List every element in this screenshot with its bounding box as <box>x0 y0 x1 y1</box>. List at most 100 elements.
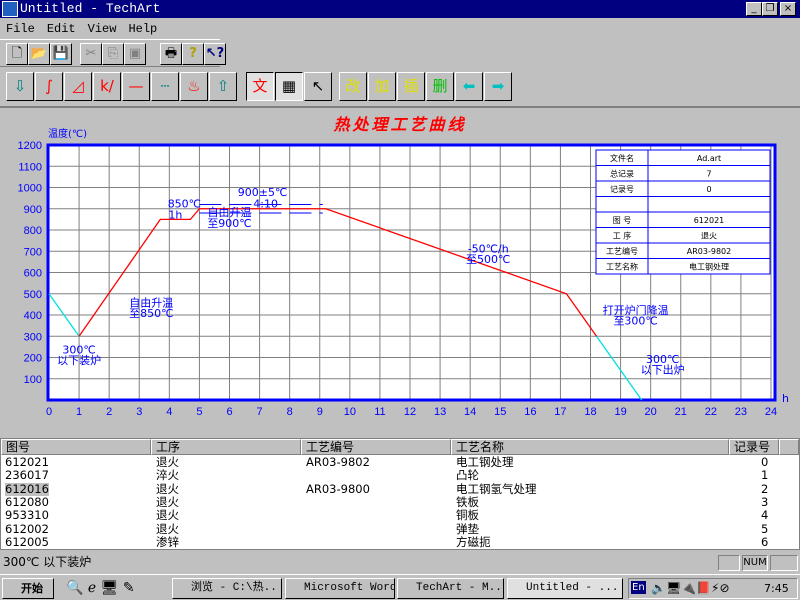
curve-annotation: 300℃ <box>646 353 679 366</box>
table-row[interactable]: 612080 退火 铁板 3 <box>1 495 781 509</box>
process-curve <box>595 335 643 401</box>
table-row[interactable]: 953310 退火 铜板 4 <box>1 509 781 522</box>
table-row[interactable]: 236017 淬火 凸轮 1 <box>1 469 781 482</box>
col-header-process-no[interactable]: 工艺编号 <box>301 439 451 455</box>
process-curve <box>48 293 80 337</box>
add-button[interactable]: 加 <box>368 72 396 101</box>
y-tick-label: 200 <box>24 353 42 365</box>
paste-icon[interactable]: ▣ <box>124 43 146 65</box>
x-tick-label: 9 <box>317 406 323 418</box>
x-tick-label: 22 <box>705 406 717 418</box>
x-tick-label: 19 <box>614 406 626 418</box>
x-axis-label: h <box>782 392 789 405</box>
curve-annotation: 至500℃ <box>466 253 510 266</box>
tray-icons[interactable]: 🔈🖥🔌📕⚡⊘ <box>651 581 730 595</box>
table-cell: AR03-9802 <box>306 455 370 469</box>
table-cell: 0 <box>761 455 769 469</box>
context-help-icon[interactable]: ↖? <box>204 43 226 65</box>
plot-frame <box>46 143 777 402</box>
dashed-line-icon[interactable]: ┄ <box>151 72 179 101</box>
status-text: 300℃ 以下装炉 <box>3 555 92 569</box>
select-icon[interactable]: ↖ <box>304 72 332 101</box>
grid-icon[interactable]: ▦ <box>275 72 303 101</box>
task-browse[interactable]: 浏览 - C:\热.. <box>172 578 282 599</box>
open-icon[interactable]: 📂 <box>28 43 50 65</box>
left-arrow-icon[interactable]: ⬅ <box>455 72 483 101</box>
menu-bar: File Edit View Help <box>0 19 800 39</box>
new-icon[interactable]: 🗋 <box>6 43 28 65</box>
close-button[interactable]: × <box>780 2 796 16</box>
col-header-record-no[interactable]: 记录号 <box>729 439 779 455</box>
text-icon[interactable]: 文 <box>246 72 274 101</box>
table-cell: AR03-9800 <box>306 481 370 496</box>
menu-file[interactable]: File <box>6 22 35 36</box>
help-icon[interactable]: ? <box>182 43 204 65</box>
modify-button[interactable]: 改 <box>339 72 367 101</box>
y-tick-label: 700 <box>24 246 42 258</box>
maximize-button[interactable]: ❐ <box>762 2 778 16</box>
x-tick-label: 21 <box>675 406 687 418</box>
info-value: 电工钢处理 <box>689 262 729 272</box>
info-value: 7 <box>706 170 711 179</box>
table-cell: 612002 <box>5 521 49 536</box>
start-button[interactable]: 开始 <box>2 578 54 599</box>
curve-annotation: 4:10 <box>253 198 278 211</box>
status-bar: 300℃ 以下装炉 <box>0 552 800 572</box>
num-lock-indicator: NUM <box>742 555 768 571</box>
col-header-drawing-no[interactable]: 图号 <box>1 439 151 455</box>
menu-view[interactable]: View <box>87 22 117 36</box>
curve-annotation: 以下出炉 <box>641 362 685 376</box>
x-tick-label: 11 <box>374 406 385 418</box>
task-techart[interactable]: TechArt - M... <box>397 578 504 599</box>
table-row[interactable]: 612002 退火 弹垫 5 <box>1 521 781 536</box>
heat-icon[interactable]: ♨ <box>180 72 208 101</box>
slope-icon[interactable]: ◿ <box>64 72 92 101</box>
col-header-process[interactable]: 工序 <box>151 439 301 455</box>
status-pane <box>718 555 740 571</box>
right-arrow-icon[interactable]: ➡ <box>484 72 512 101</box>
info-label: 工艺名称 <box>606 262 638 272</box>
info-value: 退火 <box>701 232 717 241</box>
delete-button[interactable]: 删 <box>426 72 454 101</box>
task-untitled[interactable]: Untitled - ... <box>507 578 623 599</box>
export-icon[interactable]: ⇧ <box>209 72 237 101</box>
print-icon[interactable]: 🖶 <box>160 43 182 65</box>
line-icon[interactable]: — <box>122 72 150 101</box>
menu-edit[interactable]: Edit <box>46 22 76 36</box>
records-table: 图号 工序 工艺编号 工艺名称 记录号 612021 退火 AR03-9802 电工钢… <box>0 438 800 550</box>
table-cell: 方磁扼 <box>456 534 491 549</box>
title-bar: Untitled - TechArt <box>0 0 800 18</box>
info-value: AR03-9802 <box>687 247 731 256</box>
minimize-button[interactable]: _ <box>746 2 762 16</box>
y-axis-label: 温度(℃) <box>48 127 87 140</box>
curve-annotation: 打开炉门降温 <box>603 303 669 317</box>
table-row[interactable]: 612021 退火 AR03-9802 电工钢处理 0 <box>1 456 781 469</box>
task-word[interactable]: Microsoft Word <box>285 578 395 599</box>
x-tick-label: 7 <box>257 406 263 418</box>
k-line-icon[interactable]: k/ <box>93 72 121 101</box>
import-icon[interactable]: ⇩ <box>6 72 34 101</box>
x-tick-label: 1 <box>76 406 82 418</box>
curve-annotation: 1h <box>168 208 182 221</box>
insert-button[interactable]: 插 <box>397 72 425 101</box>
cut-icon[interactable]: ✂ <box>80 43 102 65</box>
curve-f-icon[interactable]: ∫ <box>35 72 63 101</box>
copy-icon[interactable]: ⎘ <box>102 43 124 65</box>
x-tick-label: 5 <box>196 406 202 418</box>
col-header-process-name[interactable]: 工艺名称 <box>451 439 729 455</box>
table-cell: 236017 <box>5 468 49 483</box>
curve-annotation: 以下装炉 <box>57 354 101 367</box>
info-value: 612021 <box>694 216 725 225</box>
app-icon[interactable] <box>2 1 18 17</box>
quicklaunch-icons[interactable]: 🔍 ℯ 🖥 ✎ <box>66 580 135 596</box>
x-tick-label: 6 <box>226 406 232 418</box>
table-cell: 612005 <box>5 534 49 549</box>
x-tick-label: 16 <box>524 406 536 418</box>
language-indicator[interactable]: En <box>631 581 646 594</box>
table-row[interactable]: 612016 退火 AR03-9800 电工钢氢气处理 2 <box>1 481 781 496</box>
menu-help[interactable]: Help <box>128 22 158 36</box>
curve-annotation: 300℃ <box>62 343 95 356</box>
table-row[interactable]: 612005 渗锌 方磁扼 6 <box>1 534 781 549</box>
save-icon[interactable]: 💾 <box>50 43 72 65</box>
x-tick-label: 15 <box>494 406 506 418</box>
